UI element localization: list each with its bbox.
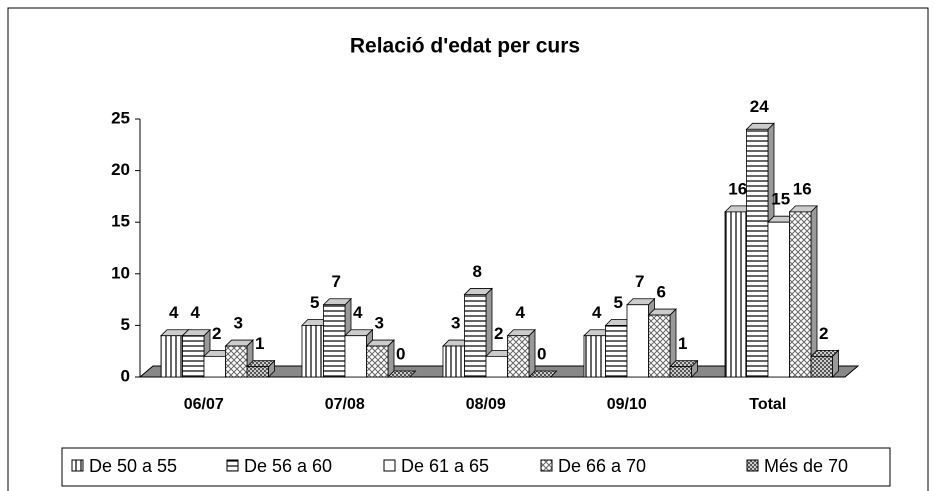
bar-top [528, 370, 558, 378]
x-tick-label: Total [749, 396, 786, 413]
bar [648, 314, 671, 378]
value-label: 2 [494, 324, 503, 343]
legend-swatch [71, 459, 84, 472]
bar [767, 221, 790, 378]
value-label: 4 [169, 303, 179, 322]
bar [746, 128, 769, 378]
value-label: 5 [614, 293, 623, 312]
value-label: 3 [375, 314, 384, 333]
y-tick-label: 20 [111, 160, 130, 179]
value-label: 1 [678, 334, 687, 353]
bar [246, 366, 269, 378]
bar [724, 211, 747, 378]
bar-side [528, 328, 536, 378]
value-label: 0 [537, 344, 546, 363]
bar-top [387, 370, 417, 378]
y-tick-label: 5 [121, 315, 130, 334]
legend-label: De 56 a 60 [244, 456, 332, 476]
value-label: 16 [793, 179, 812, 198]
value-label: 3 [451, 314, 460, 333]
value-label: 6 [657, 283, 666, 302]
y-tick-label: 15 [111, 212, 130, 231]
value-label: 0 [396, 344, 405, 363]
legend-label: De 50 a 55 [89, 456, 177, 476]
bar [182, 335, 205, 378]
bar [485, 355, 508, 378]
value-label: 5 [310, 293, 319, 312]
legend-label: Més de 70 [764, 456, 848, 476]
x-tick-label: 07/08 [325, 396, 365, 413]
legend-swatch [226, 459, 239, 472]
bar [583, 335, 606, 378]
y-tick-label: 10 [111, 263, 130, 282]
value-label: 16 [728, 179, 747, 198]
bar [507, 335, 530, 378]
bar [366, 345, 389, 378]
y-tick-label: 0 [121, 366, 130, 385]
value-label: 4 [592, 303, 602, 322]
bar [669, 366, 692, 378]
bar [626, 304, 649, 378]
value-label: 3 [234, 314, 243, 333]
legend-swatch [540, 459, 553, 472]
bar [344, 335, 367, 378]
legend-label: De 61 a 65 [401, 456, 489, 476]
bar [789, 211, 812, 378]
value-label: 15 [771, 190, 790, 209]
legend-swatch [746, 459, 759, 472]
value-label: 24 [750, 97, 769, 116]
legend-swatch [383, 459, 396, 472]
x-tick-label: 09/10 [607, 396, 647, 413]
bar [203, 355, 226, 378]
value-label: 4 [191, 303, 201, 322]
bar [160, 335, 183, 378]
bar [810, 355, 833, 378]
value-label: 2 [212, 324, 221, 343]
value-label: 4 [516, 303, 526, 322]
y-tick-label: 25 [111, 108, 130, 127]
bar [225, 345, 248, 378]
bar [464, 294, 487, 378]
value-label: 4 [353, 303, 363, 322]
value-label: 7 [332, 272, 341, 291]
value-label: 1 [255, 334, 264, 353]
x-tick-label: 08/09 [466, 396, 506, 413]
value-label: 8 [473, 262, 482, 281]
legend-label: De 66 a 70 [558, 456, 646, 476]
value-label: 7 [635, 272, 644, 291]
bar [605, 324, 628, 378]
chart-title: Relació d'edat per curs [350, 35, 580, 58]
bar [301, 324, 324, 378]
x-tick-label: 06/07 [184, 396, 224, 413]
value-label: 2 [819, 324, 828, 343]
bar [442, 345, 465, 378]
bar [323, 304, 346, 378]
